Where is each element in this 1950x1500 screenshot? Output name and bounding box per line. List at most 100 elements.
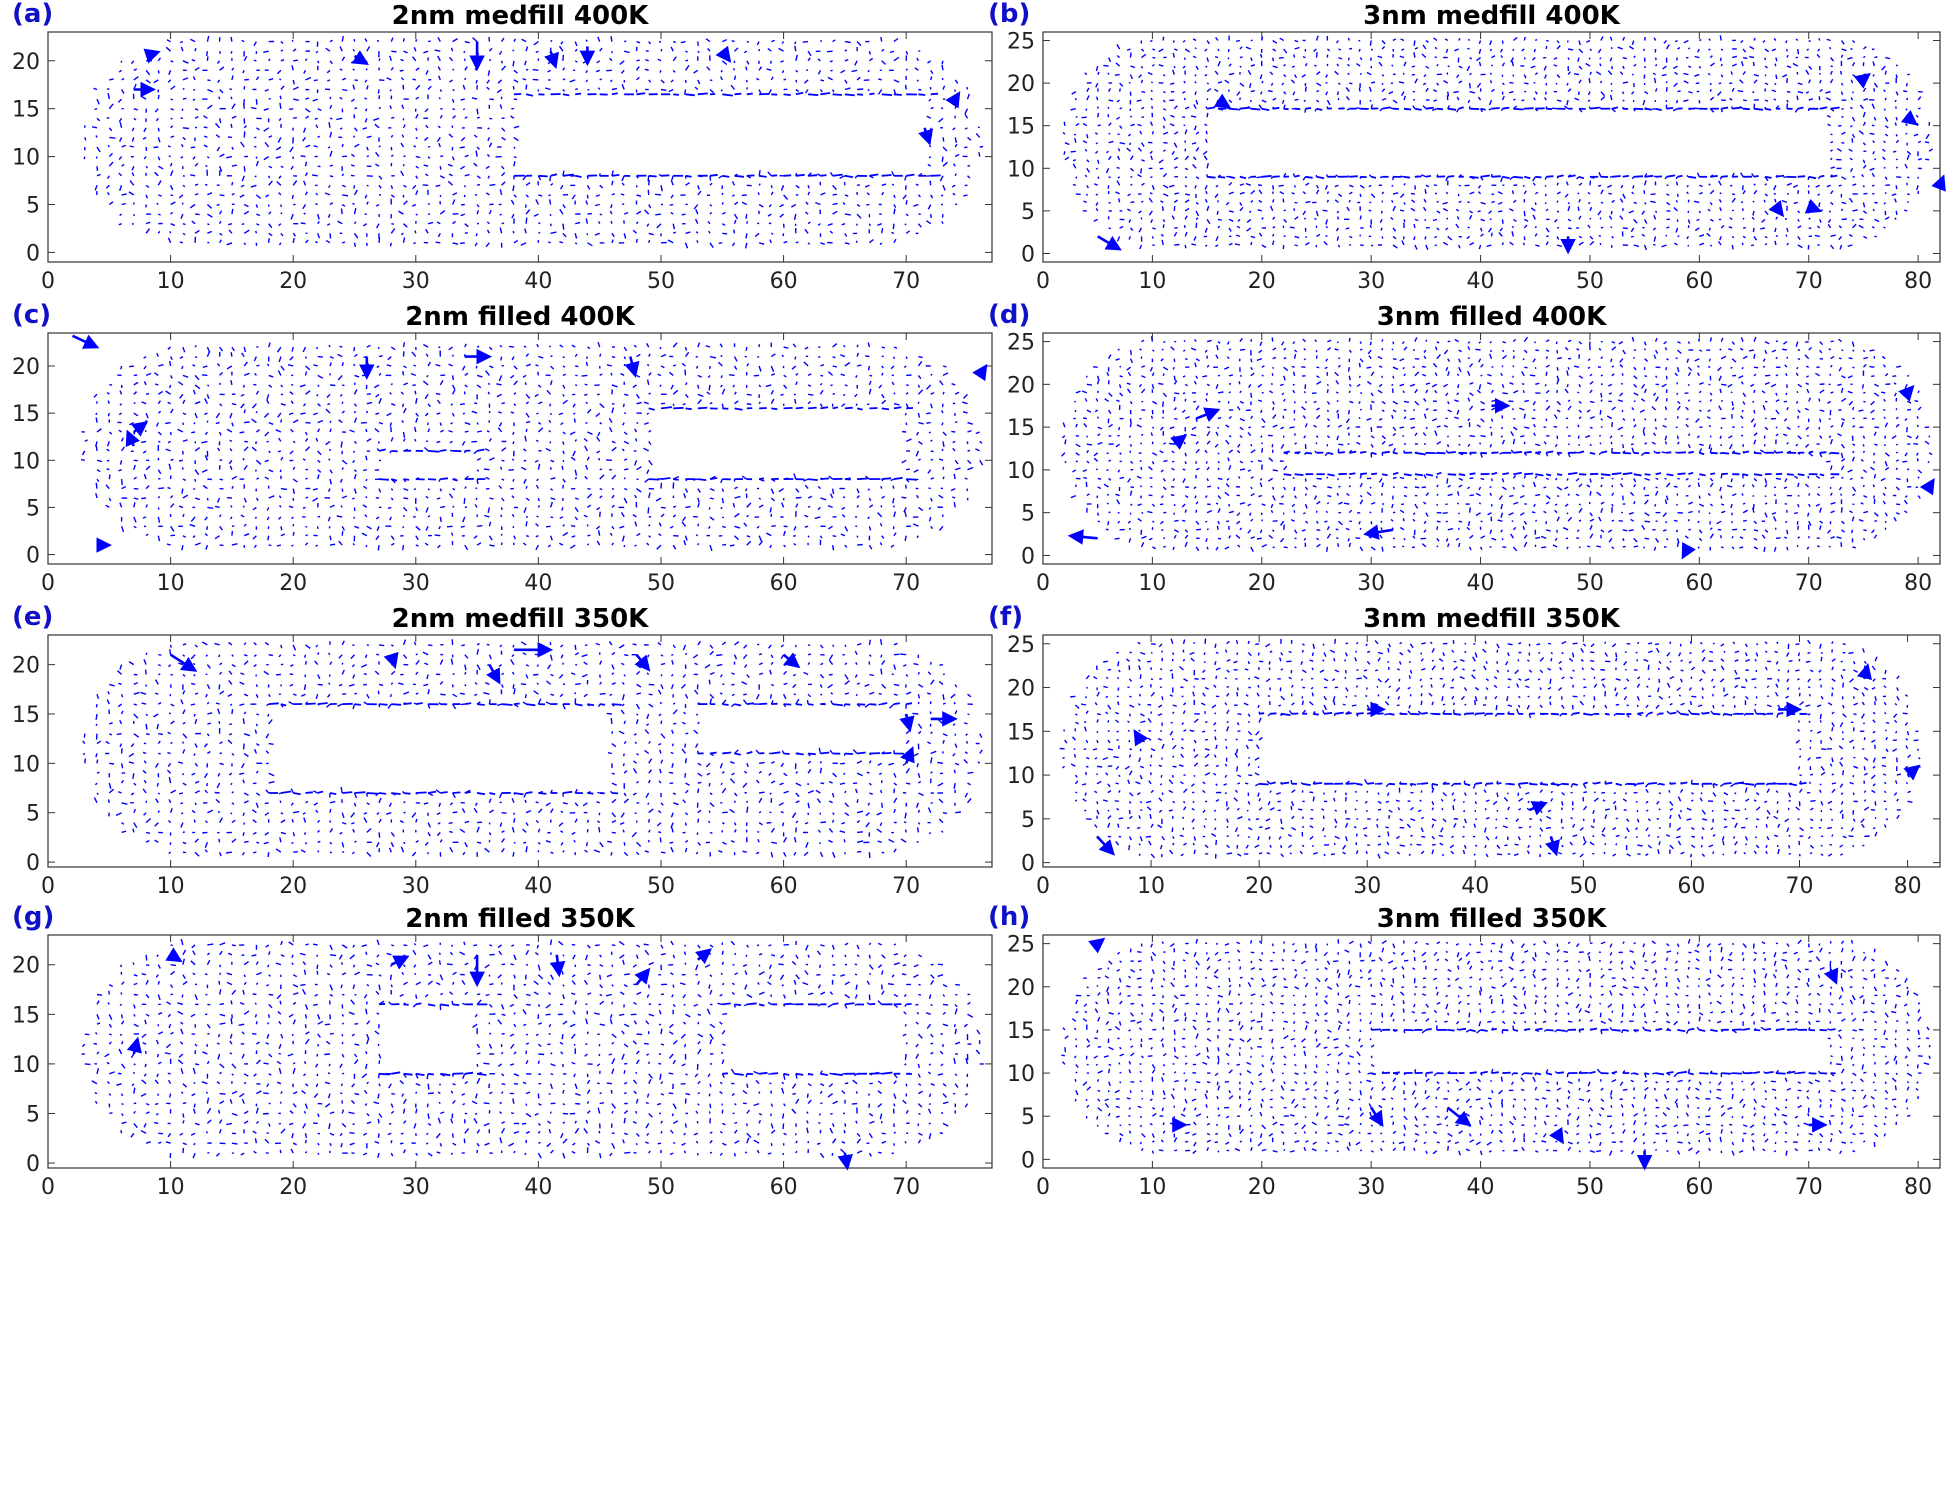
- quiver-arrow: [780, 185, 785, 191]
- quiver-arrow: [917, 384, 921, 388]
- quiver-arrow: [1250, 546, 1254, 553]
- quiver-arrow: [820, 406, 829, 410]
- quiver-arrow: [1469, 175, 1479, 179]
- quiver-arrow: [767, 171, 772, 177]
- quiver-arrow: [366, 344, 371, 348]
- quiver-arrow: [1895, 117, 1898, 121]
- y-tick-label: 20: [12, 50, 40, 75]
- quiver-arrow: [1161, 239, 1164, 246]
- quiver-arrow: [435, 241, 441, 244]
- quiver-arrow: [1458, 184, 1461, 187]
- quiver-arrow: [1808, 79, 1812, 84]
- quiver-arrow: [1086, 450, 1089, 454]
- quiver-arrow: [1873, 88, 1876, 92]
- quiver-arrow: [1436, 200, 1439, 203]
- quiver-arrow: [219, 525, 223, 531]
- quiver-arrow: [218, 165, 223, 172]
- quiver-arrow: [366, 155, 370, 158]
- quiver-arrow: [1207, 175, 1216, 179]
- quiver-arrow: [354, 374, 360, 378]
- quiver-arrow: [1509, 176, 1514, 181]
- quiver-arrow: [720, 375, 723, 379]
- quiver-arrow: [1719, 207, 1722, 212]
- quiver-arrow: [839, 175, 846, 179]
- quiver-arrow: [329, 420, 332, 423]
- quiver-arrow: [1108, 99, 1114, 102]
- quiver-arrow: [583, 437, 588, 442]
- quiver-arrow: [1181, 503, 1186, 508]
- x-tick-label: 0: [41, 571, 55, 596]
- quiver-arrow: [374, 428, 380, 433]
- quiver-arrow: [1195, 501, 1199, 505]
- quiver-arrow: [1206, 440, 1211, 445]
- quiver-arrow: [670, 46, 674, 52]
- quiver-arrow: [1819, 79, 1822, 84]
- quiver-arrow: [230, 36, 233, 42]
- quiver-arrow: [1075, 452, 1080, 456]
- quiver-arrow: [928, 144, 932, 148]
- panel-title: 2nm filled 400K: [405, 302, 635, 332]
- quiver-arrow: [389, 242, 392, 247]
- quiver-arrow: [1891, 193, 1897, 197]
- quiver-arrow: [1661, 73, 1667, 77]
- quiver-arrow: [415, 136, 418, 140]
- quiver-arrow: [329, 535, 332, 541]
- quiver-arrow: [1173, 156, 1179, 161]
- quiver-arrow: [206, 526, 209, 531]
- quiver-arrow: [1086, 435, 1089, 438]
- quiver-arrow: [697, 190, 702, 196]
- quiver-arrow: [587, 88, 590, 91]
- quiver-arrow: [440, 477, 448, 480]
- quiver-arrow: [1458, 106, 1464, 110]
- quiver-arrow: [930, 373, 933, 376]
- quiver-arrow: [1392, 38, 1397, 42]
- quiver-arrow: [475, 365, 478, 369]
- quiver-arrow: [770, 185, 773, 189]
- quiver-arrow: [264, 459, 269, 463]
- quiver-arrow: [165, 46, 172, 52]
- quiver-arrow: [771, 39, 776, 43]
- quiver-arrow: [180, 46, 184, 52]
- quiver-arrow: [1826, 114, 1831, 118]
- quiver-arrow: [169, 360, 172, 367]
- quiver-arrow: [1217, 537, 1222, 540]
- quiver-arrow: [1414, 107, 1422, 111]
- quiver-arrow: [1730, 71, 1733, 75]
- quiver-arrow: [881, 174, 892, 177]
- quiver-arrow: [378, 448, 386, 452]
- quiver-arrow: [155, 383, 159, 386]
- quiver-arrow: [1183, 124, 1186, 127]
- quiver-arrow: [597, 431, 601, 437]
- quiver-arrow: [1607, 70, 1613, 76]
- quiver-arrow: [1500, 176, 1504, 183]
- quiver-arrow: [374, 123, 380, 129]
- quiver-arrow: [1152, 546, 1157, 550]
- quiver-arrow: [1577, 57, 1580, 62]
- quiver-arrow: [709, 173, 718, 177]
- quiver-arrow: [1172, 366, 1175, 370]
- quiver-arrow: [855, 375, 858, 378]
- quiver-arrow: [170, 125, 174, 129]
- quiver-arrow: [1469, 210, 1473, 214]
- quiver-arrow: [1130, 460, 1134, 464]
- quiver-arrow: [133, 381, 139, 386]
- quiver-arrow: [1425, 87, 1429, 92]
- quiver-arrow: [377, 346, 380, 350]
- quiver-arrow: [501, 402, 506, 405]
- quiver-arrow: [1444, 38, 1449, 42]
- y-tick-label: 15: [1007, 416, 1035, 441]
- quiver-arrow: [292, 419, 299, 424]
- quiver-arrow: [928, 516, 932, 522]
- quiver-arrow: [142, 136, 147, 140]
- quiver-arrow: [499, 213, 502, 216]
- quiver-arrow: [1716, 91, 1722, 96]
- quiver-arrow: [1816, 53, 1821, 59]
- quiver-arrow: [1862, 202, 1866, 208]
- quiver-arrow: [378, 478, 389, 481]
- quiver-arrow: [954, 143, 958, 148]
- quiver-arrow: [635, 393, 640, 399]
- quiver-arrow: [253, 41, 257, 47]
- quiver-arrow: [157, 400, 162, 405]
- quiver-arrow: [256, 127, 260, 131]
- quiver-arrow: [1228, 382, 1232, 385]
